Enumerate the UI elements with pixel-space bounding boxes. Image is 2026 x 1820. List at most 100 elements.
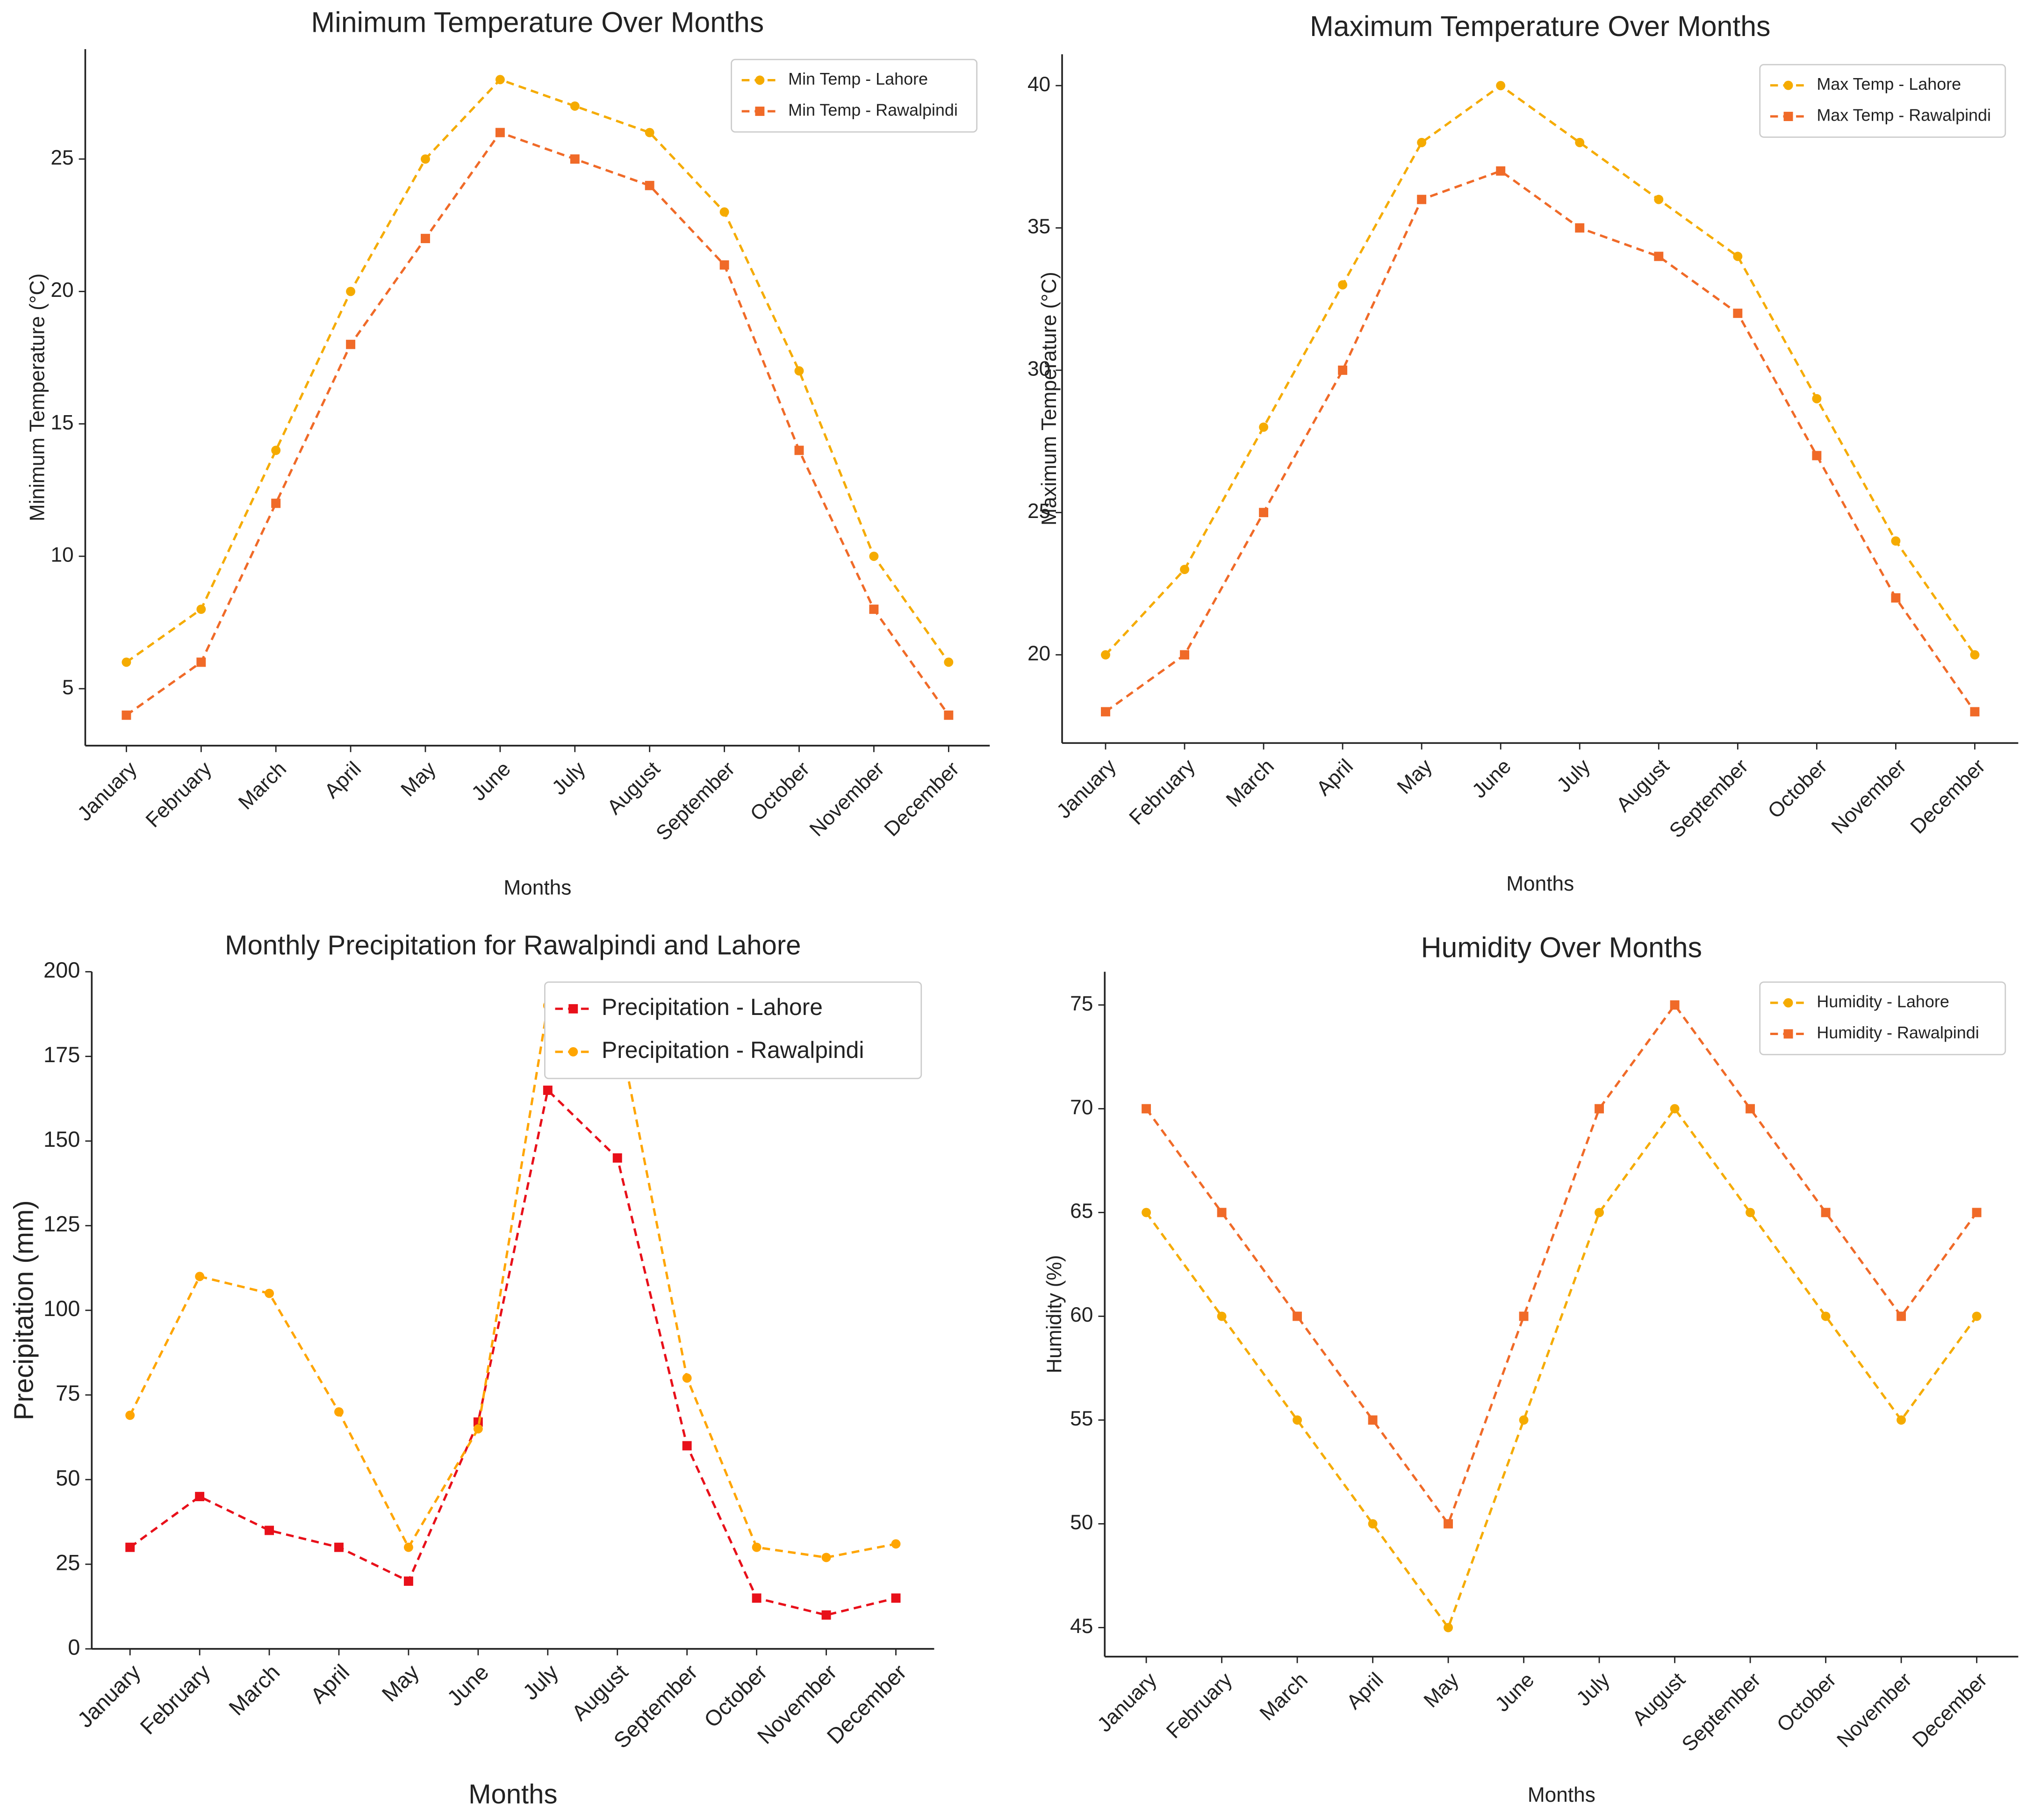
data-point	[271, 446, 281, 455]
data-point	[1821, 1311, 1831, 1321]
series-line	[129, 1004, 896, 1559]
data-point	[1519, 1311, 1529, 1321]
legend-box	[731, 58, 977, 133]
data-point	[125, 1410, 135, 1420]
y-tick-label: 60	[1070, 1303, 1093, 1326]
data-point	[645, 180, 654, 190]
data-point	[1444, 1519, 1453, 1529]
data-point	[821, 1553, 831, 1562]
x-tick-label: July	[518, 1659, 563, 1705]
legend-marker	[1783, 112, 1793, 121]
x-tick-label: March	[1255, 1668, 1312, 1725]
y-tick-label: 50	[1070, 1511, 1093, 1534]
y-tick-label: 125	[43, 1211, 80, 1236]
x-tick-label: November	[1832, 1668, 1916, 1752]
x-tick-label: December	[1908, 1668, 1992, 1752]
data-point	[1595, 1208, 1604, 1217]
data-point	[1417, 137, 1427, 147]
legend-marker	[568, 1047, 578, 1057]
data-point	[645, 128, 654, 137]
y-tick-label: 150	[43, 1127, 80, 1151]
data-point	[421, 154, 430, 164]
data-point	[891, 1539, 901, 1549]
x-axis-label: Months	[1528, 1784, 1595, 1806]
legend-marker	[1783, 80, 1793, 90]
x-tick-label: November	[1827, 755, 1911, 838]
data-point	[1654, 252, 1664, 261]
legend-label: Humidity - Lahore	[1817, 992, 1949, 1011]
data-point	[495, 128, 505, 137]
x-tick-label: April	[320, 757, 366, 803]
data-point	[1897, 1415, 1906, 1425]
legend-box	[544, 981, 922, 1079]
x-tick-label: December	[1906, 755, 1990, 838]
data-point	[1293, 1415, 1302, 1425]
data-point	[570, 154, 580, 164]
data-point	[1180, 565, 1189, 574]
data-point	[265, 1525, 274, 1535]
data-point	[195, 1272, 205, 1281]
y-tick-label: 50	[56, 1465, 80, 1490]
x-tick-label: January	[1052, 755, 1121, 823]
x-tick-label: May	[396, 757, 440, 801]
data-point	[495, 75, 505, 85]
y-tick-label: 45	[1070, 1615, 1093, 1638]
y-tick-label: 20	[50, 279, 73, 302]
data-point	[265, 1288, 274, 1298]
data-point	[1575, 137, 1585, 147]
data-point	[891, 1593, 901, 1603]
x-axis-label: Months	[503, 876, 571, 899]
data-point	[421, 234, 430, 244]
data-point	[1733, 309, 1743, 318]
data-point	[196, 604, 206, 614]
data-point	[752, 1593, 762, 1603]
x-tick-label: June	[442, 1660, 494, 1711]
x-tick-label: February	[1125, 755, 1200, 829]
x-tick-label: January	[1093, 1668, 1162, 1737]
series-line	[1145, 1107, 1978, 1630]
x-tick-label: September	[1665, 755, 1753, 842]
data-point	[1972, 1311, 1982, 1321]
x-tick-label: August	[603, 757, 665, 819]
data-point	[1733, 252, 1743, 261]
x-tick-label: June	[1491, 1668, 1538, 1716]
data-point	[1972, 1208, 1982, 1217]
y-axis-label: Minimum Temperature (°C)	[26, 273, 49, 521]
data-point	[1670, 1104, 1680, 1114]
legend-marker	[1783, 1029, 1793, 1039]
x-tick-label: August	[1628, 1668, 1690, 1730]
data-point	[869, 551, 879, 561]
data-point	[719, 260, 729, 270]
legend-box	[1759, 981, 2006, 1056]
series-line	[125, 131, 950, 716]
legend-label: Min Temp - Rawalpindi	[788, 100, 958, 119]
x-tick-label: April	[1312, 755, 1358, 800]
data-point	[1496, 81, 1506, 91]
data-point	[1575, 223, 1585, 233]
y-tick-label: 15	[50, 411, 73, 434]
data-point	[794, 366, 804, 376]
data-point	[403, 1576, 413, 1586]
data-point	[1812, 451, 1822, 460]
y-tick-label: 20	[1027, 642, 1050, 665]
data-point	[1101, 707, 1110, 717]
y-tick-label: 200	[43, 957, 80, 982]
data-point	[403, 1542, 413, 1552]
x-tick-label: June	[1468, 755, 1516, 802]
legend: Precipitation - Lahore Precipitation - Ra…	[544, 981, 922, 1079]
x-tick-label: May	[377, 1659, 424, 1706]
x-tick-label: September	[1677, 1668, 1765, 1756]
data-point	[1496, 166, 1506, 176]
series-line	[1105, 84, 1976, 656]
data-point	[196, 657, 206, 667]
data-point	[1654, 194, 1664, 204]
y-tick-label: 100	[43, 1296, 80, 1321]
legend-marker	[1783, 998, 1793, 1007]
y-tick-label: 10	[50, 544, 73, 567]
x-tick-label: August	[1612, 755, 1674, 816]
legend-marker	[755, 75, 765, 85]
data-point	[1812, 394, 1822, 403]
y-tick-label: 65	[1070, 1200, 1093, 1223]
y-tick-label: 175	[43, 1042, 80, 1067]
y-tick-label: 25	[50, 146, 73, 169]
